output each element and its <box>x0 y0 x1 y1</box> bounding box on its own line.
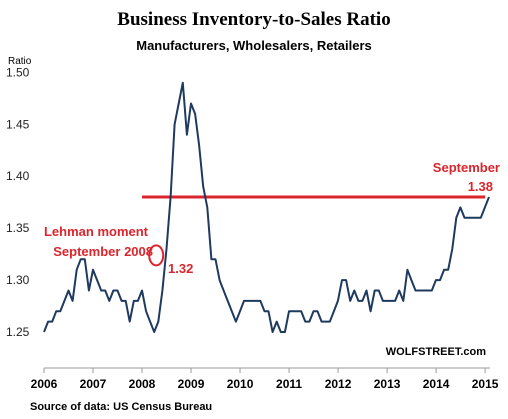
brand-watermark: WOLFSTREET.com <box>386 346 486 358</box>
x-tick-label: 2011 <box>276 377 302 391</box>
lehman-annotation-line2: September 2008 <box>53 244 153 259</box>
x-tick-label: 2006 <box>31 377 58 391</box>
x-tick-label: 2007 <box>80 377 107 391</box>
lehman-annotation-line1: Lehman moment <box>44 224 149 239</box>
x-tick-label: 2014 <box>423 377 450 391</box>
september-value-label: 1.38 <box>468 179 493 194</box>
x-tick-label: 2009 <box>178 377 205 391</box>
source-note: Source of data: US Census Bureau <box>30 401 212 413</box>
y-tick-label: 1.45 <box>6 117 30 131</box>
x-tick-label: 2012 <box>325 377 352 391</box>
x-axis-ticks: 2006 2007 2008 2009 2010 2011 2012 2013 2014 2015 <box>31 377 499 391</box>
y-tick-label: 1.50 <box>6 65 30 79</box>
lehman-highlight-circle <box>148 244 165 267</box>
x-axis <box>43 367 490 373</box>
y-axis-label: Ratio <box>8 56 32 67</box>
y-tick-label: 1.30 <box>6 273 30 287</box>
y-tick-label: 1.25 <box>6 325 30 339</box>
x-tick-label: 2015 <box>472 377 499 391</box>
september-annotation: September <box>433 160 500 175</box>
x-tick-label: 2010 <box>227 377 254 391</box>
x-tick-label: 2013 <box>374 377 401 391</box>
series-line <box>43 81 490 333</box>
x-tick-label: 2008 <box>129 377 156 391</box>
y-axis-ticks: 1.25 1.30 1.35 1.40 1.45 1.50 <box>6 65 30 339</box>
y-tick-label: 1.35 <box>6 221 30 235</box>
chart-title: Business Inventory-to-Sales Ratio <box>117 9 390 30</box>
chart-subtitle: Manufacturers, Wholesalers, Retailers <box>136 38 372 53</box>
lehman-value-label: 1.32 <box>168 261 193 276</box>
y-tick-label: 1.40 <box>6 169 30 183</box>
